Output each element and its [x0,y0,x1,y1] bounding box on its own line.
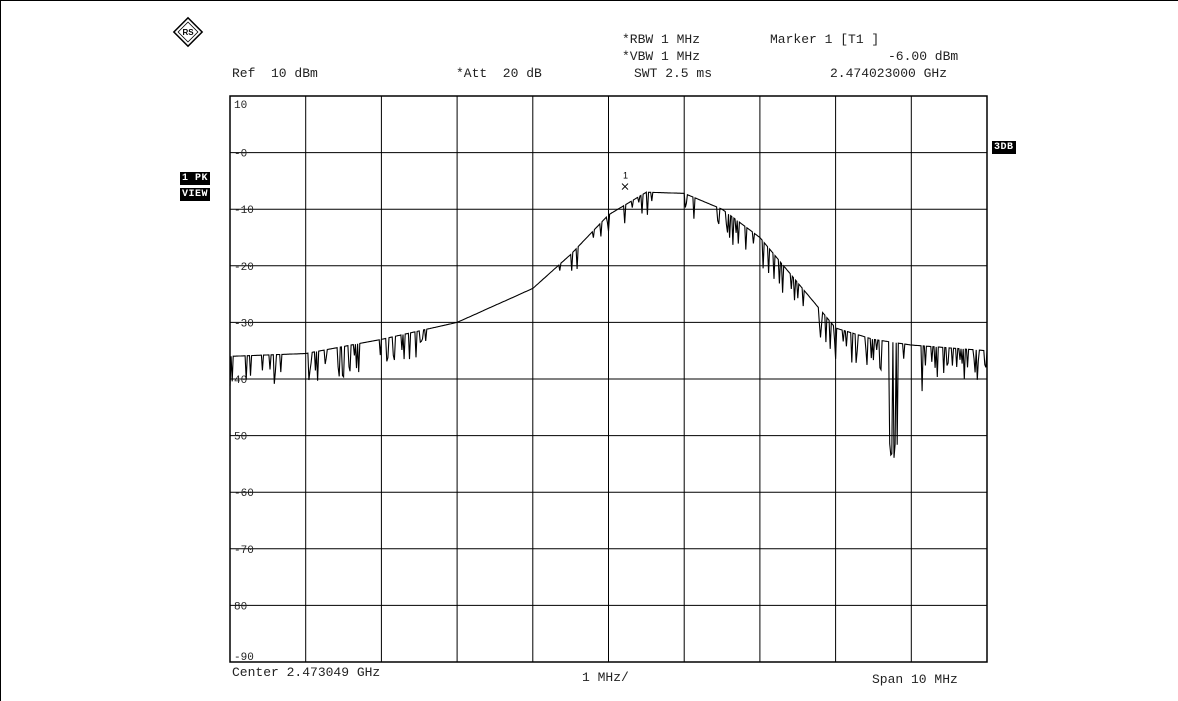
attenuation-label: *Att 20 dB [456,66,542,81]
marker-layer: 1 [621,171,629,190]
y-axis-ticks: 10 -0 -10 -20 -30 40 50 -60 -70 80 -90 [234,100,254,664]
y-tick-label: -20 [234,262,254,274]
ref-level-label: Ref 10 dBm [232,66,318,81]
marker-frequency: 2.474023000 GHz [830,66,948,81]
y-tick-label: 50 [234,432,247,444]
plot-area [229,95,988,663]
vbw-label: *VBW 1 MHz [622,49,701,64]
rohde-schwarz-logo: RS [172,16,204,48]
y-tick-label: -0 [234,149,247,161]
marker-1-label: 1 [623,171,628,181]
logo-text: RS [182,28,194,37]
y-tick-label: -30 [234,318,254,330]
division-label: 1 MHz/ [582,670,629,685]
y-tick-label: 80 [234,601,247,613]
marker-1-point [621,183,629,190]
chart-grid [230,96,987,662]
rbw-label: *RBW 1 MHz [622,32,701,47]
center-frequency-label: Center 2.473049 GHz [232,665,381,680]
y-tick-label: -10 [234,205,254,217]
sweep-time-label: SWT 2.5 ms [634,66,713,81]
y-tick-label: 40 [234,375,247,387]
marker-level: -6.00 dBm [888,49,959,64]
y-tick-label: -60 [234,488,254,500]
trace-mode-badge: 1 PK [180,172,211,185]
three-db-badge: 3DB [992,141,1016,154]
y-tick-label: -90 [234,652,254,664]
view-badge: VIEW [180,188,211,201]
spectrum-trace [229,191,988,458]
span-label: Span 10 MHz [872,672,958,687]
y-tick-label: 10 [234,100,247,112]
marker-label: Marker 1 [T1 ] [770,32,880,47]
y-tick-label: -70 [234,545,254,557]
